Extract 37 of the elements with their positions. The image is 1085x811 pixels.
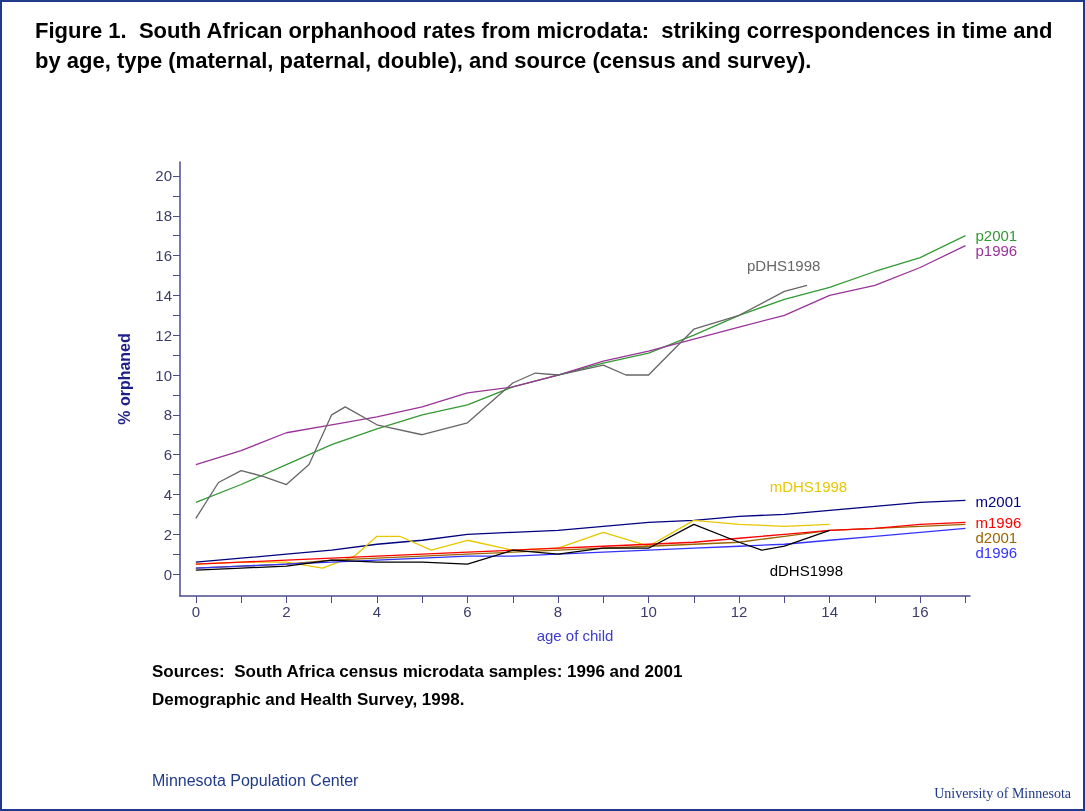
y-tick-label: 14 bbox=[155, 286, 172, 304]
y-tick-label: 8 bbox=[163, 406, 172, 424]
source-note: Sources: South Africa census microdata samples: 1996 and 2001 Demographic and Health Survey, 1998. bbox=[152, 661, 683, 709]
series-label: m1996 bbox=[975, 513, 1022, 531]
line-series bbox=[195, 235, 967, 504]
series-label: m2001 bbox=[975, 492, 1022, 510]
x-tick-label: 16 bbox=[911, 603, 929, 620]
x-tick-label: 8 bbox=[553, 603, 563, 620]
text: University of Minnesota bbox=[934, 785, 1072, 801]
line-series bbox=[195, 244, 967, 466]
x-axis-title: age of child bbox=[536, 627, 614, 644]
text: mDHS1998 bbox=[769, 477, 848, 495]
y-tick-label: 12 bbox=[155, 326, 172, 344]
y-tick-label: 18 bbox=[155, 207, 172, 225]
y-tick-label: 10 bbox=[155, 366, 172, 384]
series-label: d2001 bbox=[975, 528, 1018, 546]
x-tick-label: 4 bbox=[372, 603, 382, 620]
y-tick-label: 16 bbox=[155, 247, 172, 265]
y-axis-title: % orphaned bbox=[115, 333, 133, 425]
text: Minnesota Population Center bbox=[152, 771, 360, 789]
series-label: d1996 bbox=[975, 543, 1018, 561]
chart-title: Figure 1. South African orphanhood rates from microdata: striking correspondences in time and by age, type (maternal, paternal, double), and source (census and survey). bbox=[35, 17, 1059, 73]
x-tick-label: 14 bbox=[821, 603, 838, 620]
y-tick-label: 20 bbox=[155, 167, 172, 185]
x-tick-label: 2 bbox=[282, 603, 291, 620]
y-tick-label: 6 bbox=[163, 446, 172, 464]
x-tick-label: 12 bbox=[730, 603, 748, 620]
line-series bbox=[195, 499, 967, 563]
y-tick-label: 2 bbox=[163, 525, 172, 543]
x-tick-label: 10 bbox=[640, 603, 657, 620]
series-label: dDHS1998 bbox=[769, 561, 844, 579]
x-tick-label: 6 bbox=[463, 603, 472, 620]
series-label: p2001 bbox=[975, 227, 1018, 245]
y-tick-label: 0 bbox=[163, 565, 172, 583]
series-label: pDHS1998 bbox=[747, 257, 821, 275]
x-tick-label: 0 bbox=[191, 603, 201, 620]
y-tick-label: 4 bbox=[163, 485, 172, 503]
